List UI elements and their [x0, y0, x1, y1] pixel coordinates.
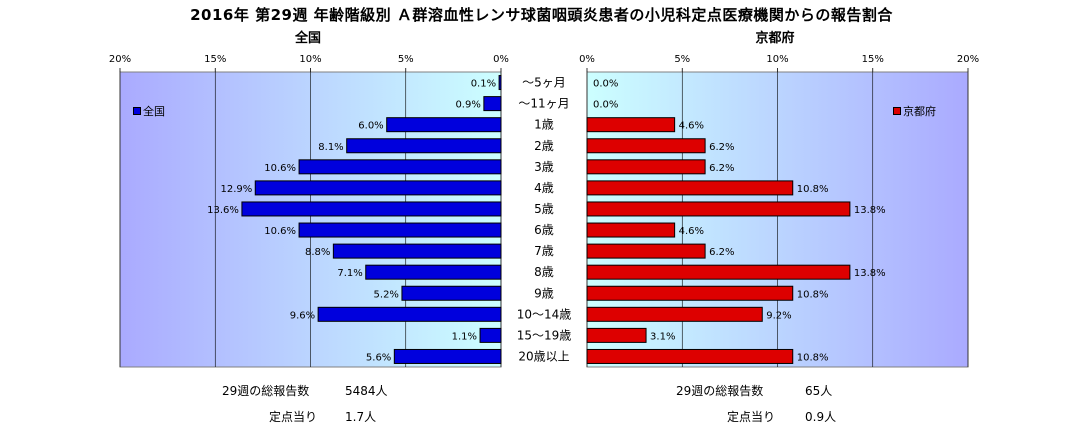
legend-swatch-kyoto — [893, 107, 901, 115]
tick-label-national: 0% — [493, 54, 509, 65]
category-label: 15～19歳 — [517, 328, 572, 342]
category-label: 2歳 — [534, 139, 554, 153]
category-label: ～5ヶ月 — [522, 76, 566, 90]
category-label: 3歳 — [534, 160, 554, 174]
footer-kyoto-per-label: 定点当り — [727, 410, 776, 424]
data-label-kyoto: 3.1% — [650, 331, 675, 342]
data-label-national: 5.2% — [374, 289, 399, 300]
data-label-national: 9.6% — [290, 310, 315, 321]
bar-kyoto — [586, 180, 794, 196]
bar-kyoto — [586, 348, 794, 364]
data-label-kyoto: 6.2% — [709, 163, 734, 174]
bar-kyoto — [586, 117, 676, 133]
data-label-national: 8.1% — [318, 142, 343, 153]
category-label: ～11ヶ月 — [518, 97, 569, 111]
footer-kyoto-total-label: 29週の総報告数 — [676, 384, 764, 398]
data-label-national: 1.1% — [452, 331, 477, 342]
category-label: 1歳 — [534, 118, 554, 132]
data-label-national: 8.8% — [305, 247, 330, 258]
data-label-kyoto: 13.8% — [854, 205, 886, 216]
panel-title-kyoto: 京都府 — [755, 31, 795, 46]
legend-label-kyoto: 京都府 — [903, 105, 936, 118]
bar-kyoto — [586, 306, 763, 322]
bar-national — [254, 180, 502, 196]
bar-national — [346, 138, 502, 154]
footer-national-per-label: 定点当り — [269, 410, 318, 424]
tick-label-kyoto: 20% — [957, 54, 979, 65]
data-label-kyoto: 0.0% — [593, 100, 618, 111]
data-label-kyoto: 4.6% — [679, 121, 704, 132]
bar-national — [317, 306, 502, 322]
category-label: 8歳 — [534, 265, 554, 279]
tick-label-kyoto: 0% — [579, 54, 595, 65]
data-label-national: 10.6% — [264, 163, 296, 174]
tick-label-national: 20% — [109, 54, 131, 65]
data-label-national: 10.6% — [264, 226, 296, 237]
legend-kyoto: 京都府 — [893, 103, 936, 119]
data-label-national: 5.6% — [366, 352, 391, 363]
panel-title-national: 全国 — [294, 31, 321, 46]
footer-kyoto-total-value: 65人 — [805, 384, 833, 398]
data-label-kyoto: 0.0% — [593, 79, 618, 90]
data-label-kyoto: 9.2% — [766, 310, 791, 321]
category-label: 20歳以上 — [518, 349, 569, 363]
data-label-national: 0.1% — [471, 79, 496, 90]
bar-national — [298, 222, 502, 238]
tick-label-national: 5% — [398, 54, 414, 65]
footer-kyoto-per-value: 0.9人 — [805, 410, 837, 424]
category-label: 7歳 — [534, 244, 554, 258]
tick-label-kyoto: 10% — [766, 54, 788, 65]
bar-national — [298, 159, 502, 175]
bar-national — [498, 75, 502, 91]
footer-national-total-label: 29週の総報告数 — [222, 384, 310, 398]
tick-label-national: 10% — [299, 54, 321, 65]
bar-kyoto — [586, 138, 706, 154]
bar-kyoto — [586, 264, 851, 280]
data-label-national: 7.1% — [337, 268, 362, 279]
data-label-national: 13.6% — [207, 205, 239, 216]
data-label-kyoto: 6.2% — [709, 142, 734, 153]
data-label-national: 12.9% — [220, 184, 252, 195]
chart-title: 2016年 第29週 年齢階級別 Ａ群溶血性レンサ球菌咽頭炎患者の小児科定点医療… — [190, 6, 893, 24]
bar-national — [332, 243, 502, 259]
data-label-kyoto: 10.8% — [797, 352, 829, 363]
legend-label-national: 全国 — [143, 105, 165, 118]
category-label: 4歳 — [534, 181, 554, 195]
tick-label-kyoto: 5% — [674, 54, 690, 65]
data-label-kyoto: 10.8% — [797, 184, 829, 195]
category-label: 6歳 — [534, 223, 554, 237]
legend-swatch-national — [133, 107, 141, 115]
footer-national-per-value: 1.7人 — [345, 410, 377, 424]
tick-label-national: 15% — [204, 54, 226, 65]
bar-kyoto — [586, 201, 851, 217]
legend-national: 全国 — [133, 103, 165, 119]
data-label-kyoto: 10.8% — [797, 289, 829, 300]
category-label: 9歳 — [534, 286, 554, 300]
bar-kyoto — [586, 222, 676, 238]
bar-kyoto — [586, 285, 794, 301]
bar-national — [241, 201, 502, 217]
bar-kyoto — [586, 243, 706, 259]
data-label-kyoto: 13.8% — [854, 268, 886, 279]
category-label: 5歳 — [534, 202, 554, 216]
tick-label-kyoto: 15% — [862, 54, 884, 65]
footer-national-total-value: 5484人 — [345, 384, 388, 398]
bar-kyoto — [586, 327, 647, 343]
bar-national — [386, 117, 502, 133]
bar-national — [393, 348, 502, 364]
data-label-kyoto: 6.2% — [709, 247, 734, 258]
bar-national — [483, 96, 502, 112]
bar-national — [479, 327, 502, 343]
bar-national — [365, 264, 502, 280]
bar-national — [401, 285, 502, 301]
data-label-national: 0.9% — [455, 100, 480, 111]
bar-kyoto — [586, 159, 706, 175]
data-label-national: 6.0% — [358, 121, 383, 132]
category-label: 10～14歳 — [517, 307, 572, 321]
data-label-kyoto: 4.6% — [679, 226, 704, 237]
